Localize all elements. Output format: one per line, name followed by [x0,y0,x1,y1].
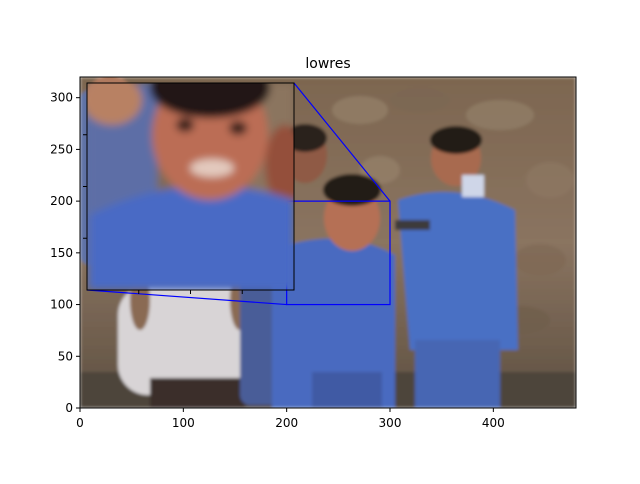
inset-ticks [83,134,243,294]
inset-image [87,83,294,290]
chart-title: lowres [305,56,350,72]
x-tick-label: 200 [275,416,298,430]
connector-line-bottom [86,289,287,306]
x-axis: 0 100 200 300 400 [76,408,505,430]
y-tick-label: 300 [50,91,73,105]
x-tick-label: 400 [482,416,505,430]
axes-frame [79,76,577,409]
connector-line-top [293,82,391,202]
y-tick-label: 0 [65,401,73,415]
x-tick-label: 0 [76,416,84,430]
x-tick-label: 100 [172,416,195,430]
y-tick-label: 100 [50,298,73,312]
y-tick-label: 200 [50,194,73,208]
x-tick-label: 300 [379,416,402,430]
y-tick-label: 50 [58,349,73,363]
y-axis: 0 50 100 150 200 250 300 [50,91,80,415]
y-tick-label: 150 [50,246,73,260]
y-tick-label: 250 [50,142,73,156]
